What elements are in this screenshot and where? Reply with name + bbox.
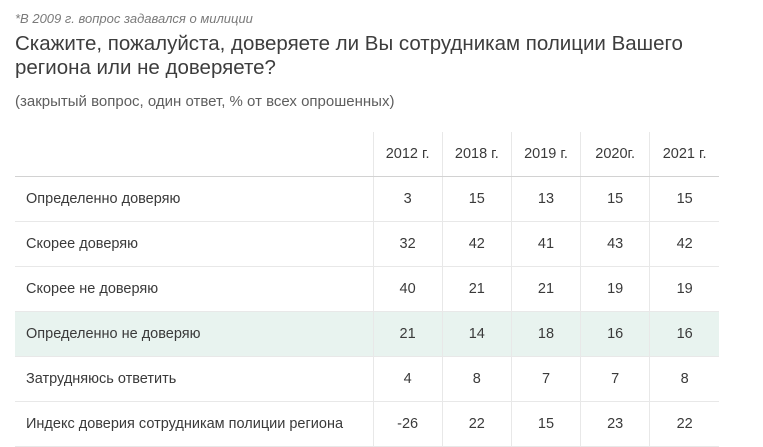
table-row: Индекс доверия сотрудникам полиции регио… xyxy=(15,401,719,447)
table-cell: 23 xyxy=(580,401,650,447)
row-label: Определенно доверяю xyxy=(15,176,374,222)
survey-results-table: 2012 г. 2018 г. 2019 г. 2020г. 2021 г. О… xyxy=(15,132,719,447)
table-cell: 21 xyxy=(441,266,512,312)
table-cell: 15 xyxy=(510,401,581,447)
table-cell: 21 xyxy=(510,266,581,312)
table-cell: 41 xyxy=(510,221,581,267)
table-cell: 22 xyxy=(649,401,719,447)
table-cell: 42 xyxy=(441,221,512,267)
table-cell: 43 xyxy=(580,221,650,267)
row-label: Определенно не доверяю xyxy=(15,311,374,357)
header-year-column: 2018 г. xyxy=(441,132,512,177)
table-cell: 15 xyxy=(580,176,650,222)
question-subtitle: (закрытый вопрос, один ответ, % от всех … xyxy=(15,93,395,110)
table-cell: 8 xyxy=(441,356,512,402)
header-year-column: 2021 г. xyxy=(649,132,719,177)
table-cell: 21 xyxy=(372,311,443,357)
header-year-column: 2019 г. xyxy=(510,132,581,177)
table-cell: 3 xyxy=(372,176,443,222)
table-cell: 7 xyxy=(580,356,650,402)
table-cell: 4 xyxy=(372,356,443,402)
table-cell: 15 xyxy=(649,176,719,222)
table-cell: -26 xyxy=(372,401,443,447)
table-cell: 7 xyxy=(510,356,581,402)
header-answer-column xyxy=(15,132,374,177)
table-cell: 16 xyxy=(649,311,719,357)
question-title: Скажите, пожалуйста, доверяете ли Вы сот… xyxy=(15,32,683,79)
table-cell: 18 xyxy=(510,311,581,357)
table-cell: 16 xyxy=(580,311,650,357)
row-label: Скорее не доверяю xyxy=(15,266,374,312)
footnote: *В 2009 г. вопрос задавался о милиции xyxy=(15,11,253,26)
table-cell: 8 xyxy=(649,356,719,402)
row-label: Индекс доверия сотрудникам полиции регио… xyxy=(15,401,374,447)
row-label: Скорее доверяю xyxy=(15,221,374,267)
table-cell: 32 xyxy=(372,221,443,267)
table-cell: 40 xyxy=(372,266,443,312)
row-label: Затрудняюсь ответить xyxy=(15,356,374,402)
table-row: Скорее доверяю 32 42 41 43 42 xyxy=(15,221,719,267)
table-cell: 19 xyxy=(649,266,719,312)
table-row: Определенно доверяю 3 15 13 15 15 xyxy=(15,176,719,222)
header-year-column: 2020г. xyxy=(580,132,650,177)
table-cell: 42 xyxy=(649,221,719,267)
table-cell: 15 xyxy=(441,176,512,222)
header-year-column: 2012 г. xyxy=(372,132,443,177)
table-cell: 14 xyxy=(441,311,512,357)
table-header-row: 2012 г. 2018 г. 2019 г. 2020г. 2021 г. xyxy=(15,132,719,177)
table-row: Затрудняюсь ответить 4 8 7 7 8 xyxy=(15,356,719,402)
table-cell: 13 xyxy=(510,176,581,222)
table-cell: 22 xyxy=(441,401,512,447)
table-cell: 19 xyxy=(580,266,650,312)
table-row: Скорее не доверяю 40 21 21 19 19 xyxy=(15,266,719,312)
table-row-highlighted: Определенно не доверяю 21 14 18 16 16 xyxy=(15,311,719,357)
